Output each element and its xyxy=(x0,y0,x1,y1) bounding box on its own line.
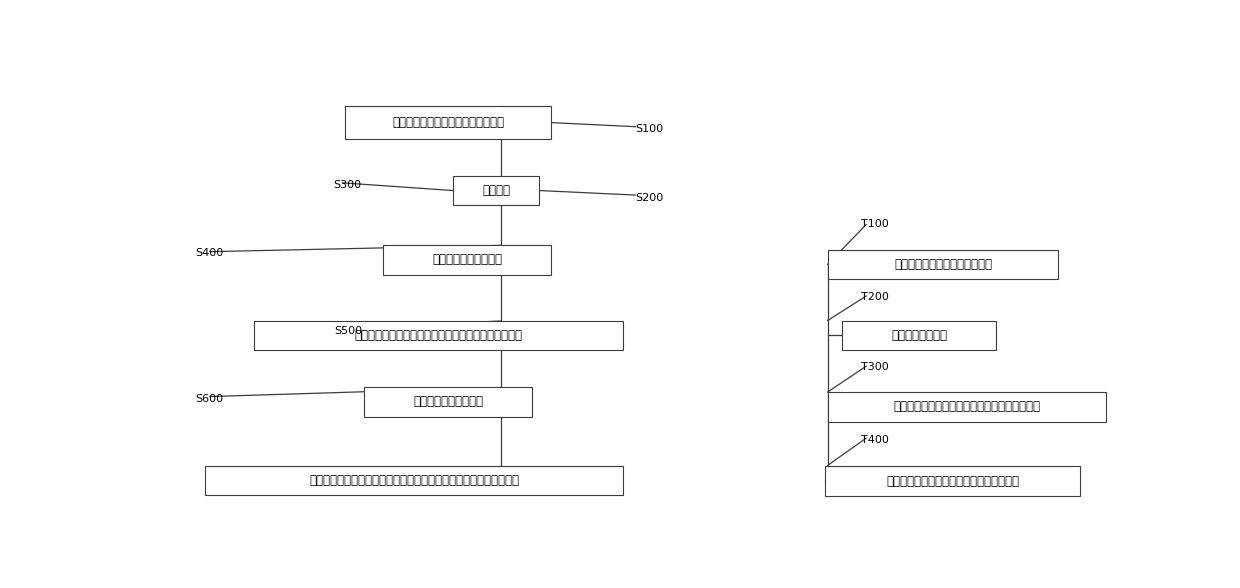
Text: 充电桩对车辆进行充电: 充电桩对车辆进行充电 xyxy=(433,253,502,266)
Bar xyxy=(345,106,552,139)
Text: 时间单元开始计时: 时间单元开始计时 xyxy=(892,329,947,342)
Bar xyxy=(206,466,624,495)
Bar xyxy=(453,176,539,205)
Text: 充电桩控制板内部时间段的确定: 充电桩控制板内部时间段的确定 xyxy=(894,258,992,271)
Text: 充电桩控制板通过交流接触器对直流充电模块提供电源: 充电桩控制板通过交流接触器对直流充电模块提供电源 xyxy=(355,329,522,342)
Text: 通过设定的时间段对时间单元进行计时计算: 通过设定的时间段对时间单元进行计时计算 xyxy=(887,475,1019,487)
Bar xyxy=(828,392,1106,422)
Text: 充电桩对车辆充电完毕: 充电桩对车辆充电完毕 xyxy=(413,396,484,409)
Text: S200: S200 xyxy=(635,193,663,203)
Bar xyxy=(826,466,1080,496)
Bar xyxy=(365,387,532,417)
Bar xyxy=(842,320,996,350)
Bar xyxy=(253,320,624,350)
Text: T200: T200 xyxy=(862,292,889,302)
Text: T300: T300 xyxy=(862,362,889,372)
Text: 指令发送: 指令发送 xyxy=(482,184,510,197)
Text: 断路器打开，充电桩控制板开始工作: 断路器打开，充电桩控制板开始工作 xyxy=(392,116,505,129)
Text: 充电桩控制板在一段时间内控制交流接触器切断直流充电模块的电源: 充电桩控制板在一段时间内控制交流接触器切断直流充电模块的电源 xyxy=(310,474,520,487)
Text: T100: T100 xyxy=(862,219,889,229)
Text: S400: S400 xyxy=(196,249,223,259)
Text: S500: S500 xyxy=(335,326,363,336)
Text: 时间单元计时结束，直流充电模块进入待机状态: 时间单元计时结束，直流充电模块进入待机状态 xyxy=(894,400,1040,413)
Bar xyxy=(828,250,1058,279)
Text: T400: T400 xyxy=(862,435,889,445)
Text: S600: S600 xyxy=(196,394,223,404)
Text: S100: S100 xyxy=(635,125,663,135)
Text: S300: S300 xyxy=(332,180,361,190)
Bar xyxy=(383,245,552,275)
